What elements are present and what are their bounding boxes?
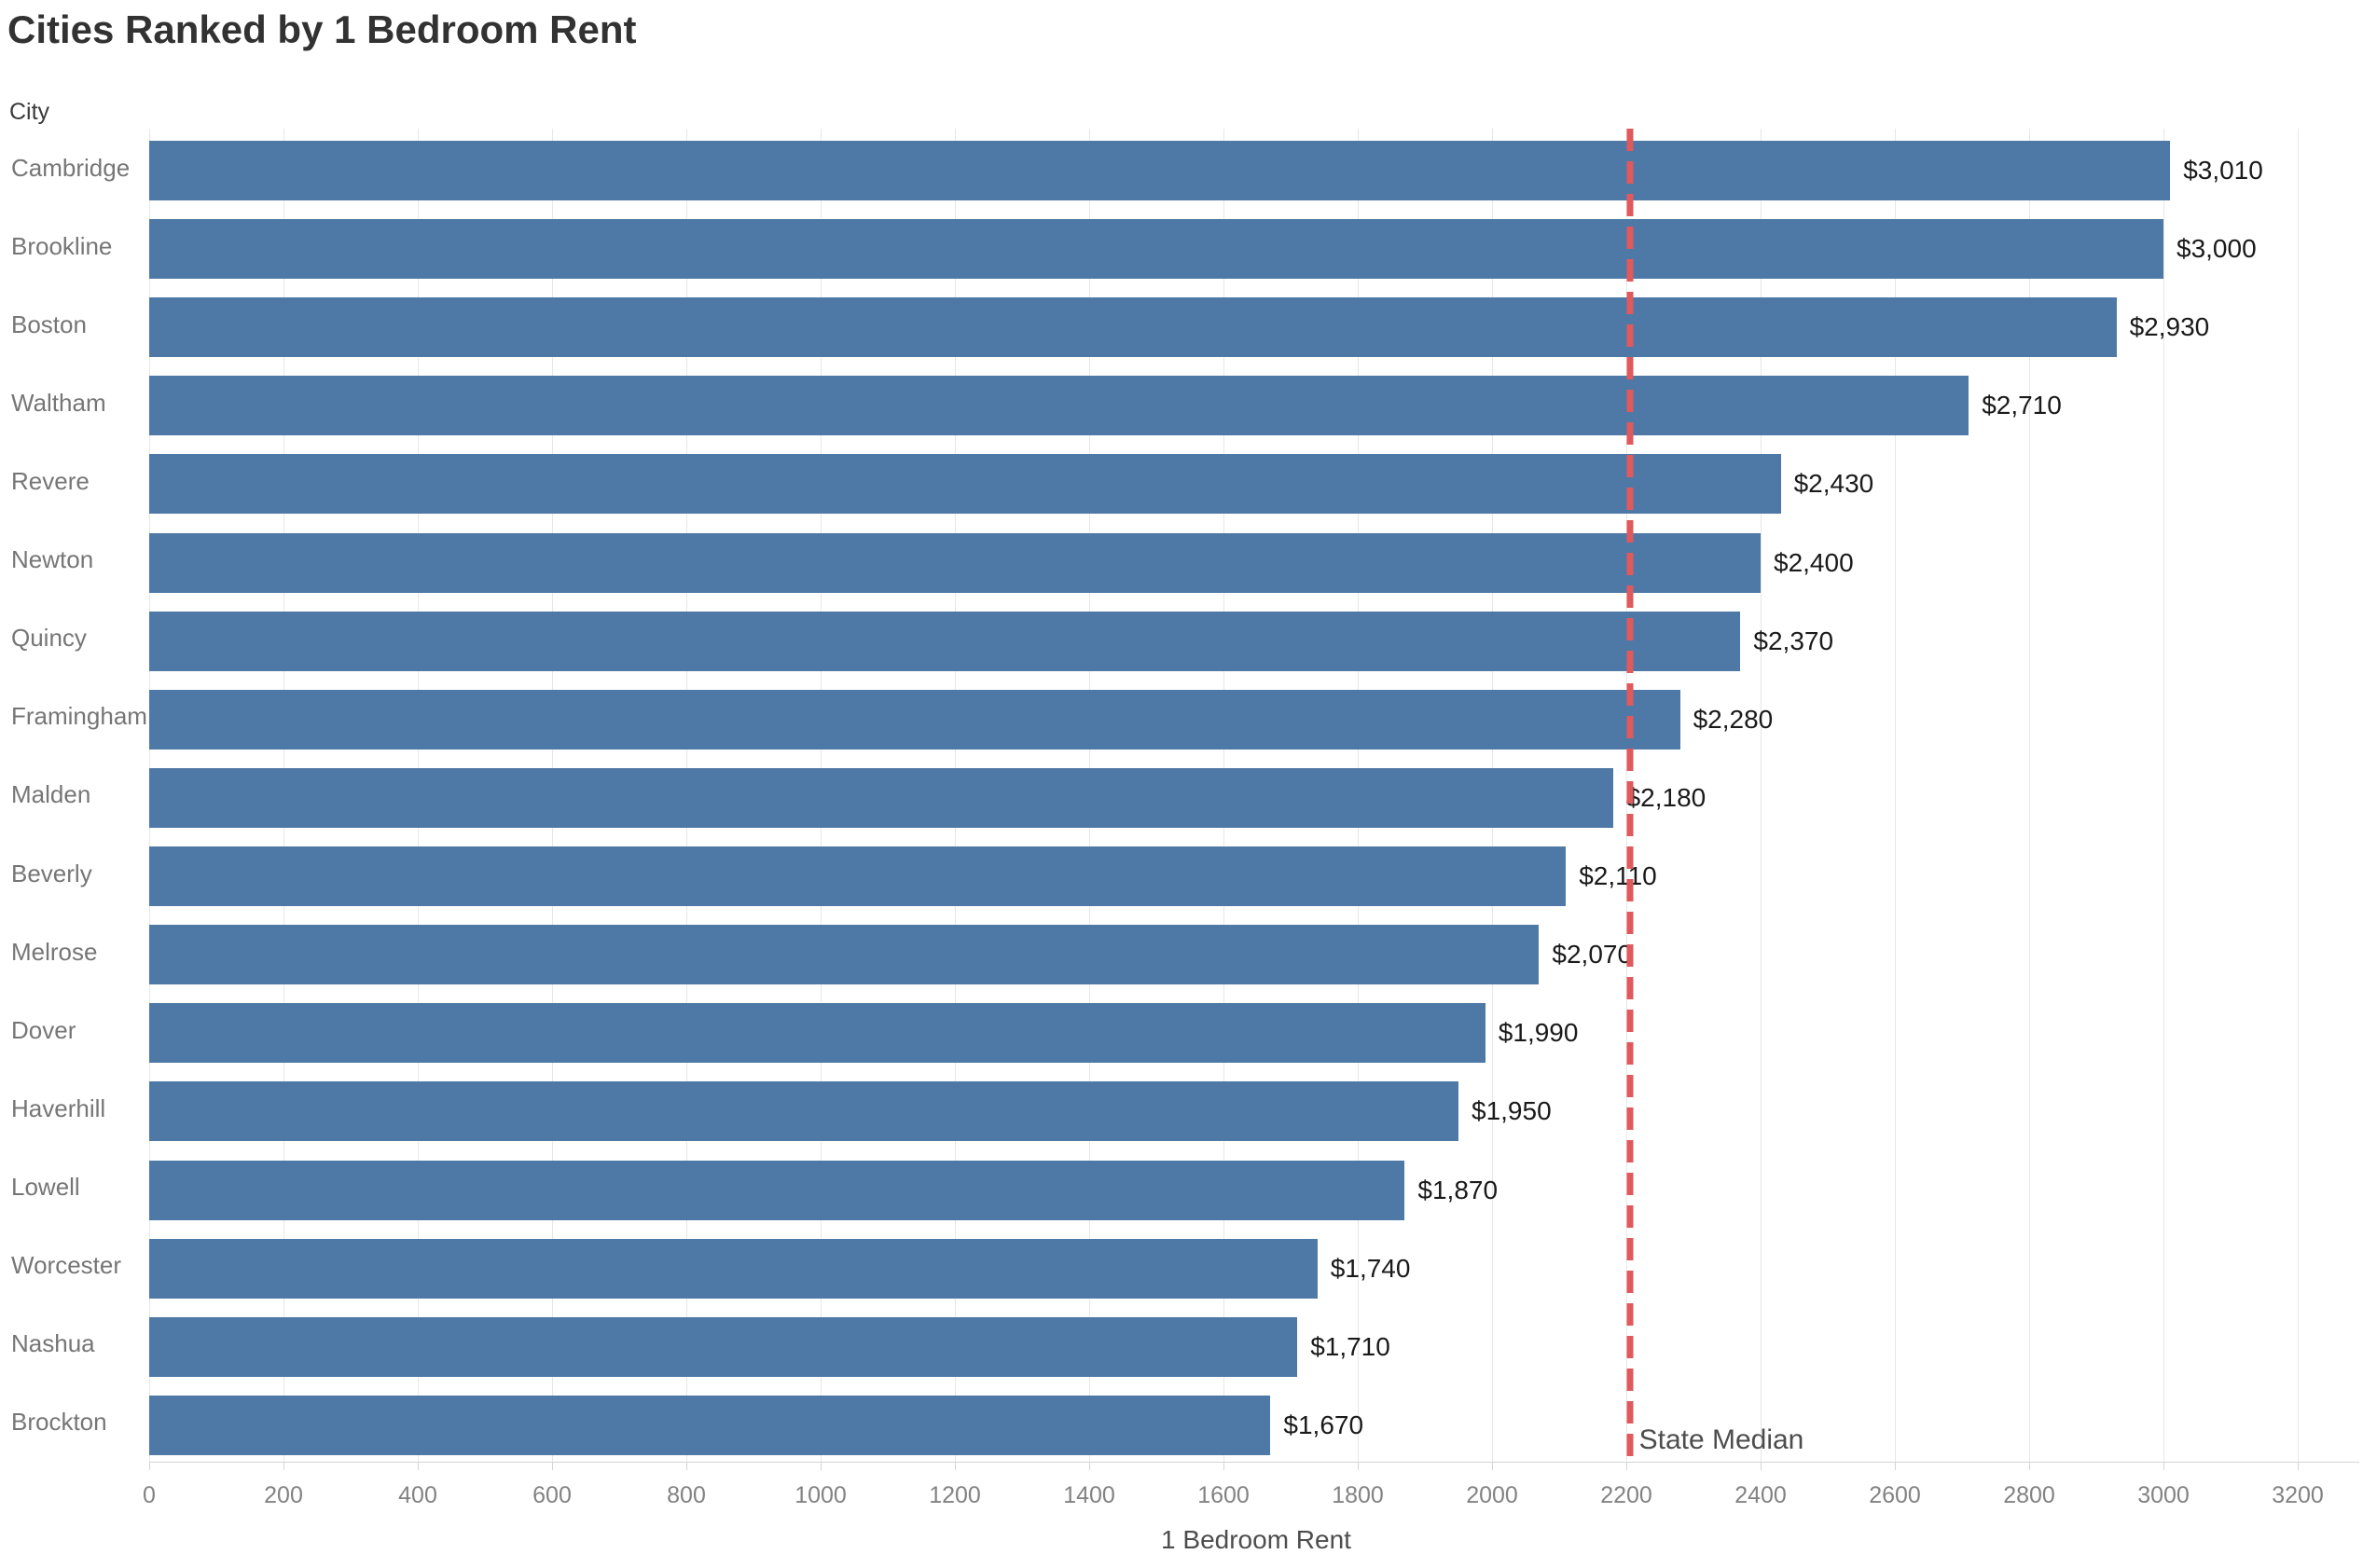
bar-nashua[interactable] [149,1316,1298,1377]
gridline [2298,129,2299,1462]
x-tick-label: 1800 [1332,1482,1384,1508]
city-label-malden: Malden [11,780,91,809]
x-tick-label: 1400 [1063,1482,1115,1508]
city-label-lowell: Lowell [11,1173,80,1202]
value-label: $2,930 [2129,312,2210,342]
bar-malden[interactable] [149,767,1613,828]
x-tick-mark [283,1463,284,1470]
city-label-cambridge: Cambridge [11,153,131,182]
value-label: $1,990 [1498,1018,1579,1048]
x-tick-mark [418,1463,419,1470]
x-tick-mark [1358,1463,1359,1470]
x-tick-label: 3000 [2137,1482,2190,1508]
bar-brookline[interactable] [149,219,2163,280]
city-label-newton: Newton [11,545,94,574]
city-label-quincy: Quincy [11,624,87,653]
x-tick-label: 600 [532,1482,572,1508]
state-median-reference-line [1626,129,1634,1462]
city-label-framingham: Framingham [11,702,147,731]
value-label: $3,010 [2183,156,2263,185]
value-label: $2,430 [1793,469,1874,499]
bar-quincy[interactable] [149,611,1741,671]
x-axis-title: 1 Bedroom Rent [1161,1525,1351,1554]
bar-cambridge[interactable] [149,141,2171,200]
city-label-beverly: Beverly [11,859,92,887]
x-tick-label: 2800 [2003,1482,2055,1508]
bar-waltham[interactable] [149,376,1969,436]
x-tick-mark [552,1463,553,1470]
value-label: $1,740 [1330,1253,1411,1283]
y-axis-title: City [9,99,50,125]
value-label: $2,070 [1552,940,1633,970]
city-label-worcester: Worcester [11,1251,121,1280]
city-label-nashua: Nashua [11,1329,95,1358]
x-tick-mark [955,1463,956,1470]
value-label: $2,180 [1625,782,1707,812]
gridline [2163,129,2164,1462]
city-label-haverhill: Haverhill [11,1093,106,1122]
value-label: $3,000 [2176,234,2257,264]
bar-lowell[interactable] [149,1160,1405,1220]
x-tick-label: 1200 [929,1482,981,1508]
x-tick-mark [821,1463,822,1470]
plot-area: $3,010 $3,000 $2,930 $2,710 $2,430 $2,400 $2,3… [149,129,2299,1462]
x-tick-mark [1761,1463,1762,1470]
gridline [2029,129,2030,1462]
x-tick-mark [2163,1463,2164,1470]
bar-haverhill[interactable] [149,1081,1458,1142]
bar-newton[interactable] [149,532,1761,593]
x-tick-label: 2600 [1869,1482,1921,1508]
bar-framingham[interactable] [149,689,1680,750]
bar-worcester[interactable] [149,1238,1318,1299]
value-label: $1,670 [1283,1410,1364,1439]
x-tick-label: 3200 [2272,1482,2324,1508]
chart-title: Cities Ranked by 1 Bedroom Rent [7,7,637,51]
bar-brockton[interactable] [149,1395,1271,1455]
city-label-dover: Dover [11,1015,76,1044]
x-tick-mark [1089,1463,1090,1470]
value-label: $1,950 [1472,1096,1552,1126]
value-label: $2,280 [1693,704,1774,734]
bar-melrose[interactable] [149,925,1540,985]
x-tick-label: 800 [667,1482,706,1508]
x-tick-mark [1492,1463,1493,1470]
x-tick-label: 400 [398,1482,437,1508]
x-axis-line [149,1462,2359,1463]
y-axis-labels: Cambridge Brookline Boston Waltham Revere New… [11,129,147,1462]
x-tick-mark [686,1463,687,1470]
value-label: $1,870 [1417,1175,1499,1204]
value-label: $2,710 [1982,391,2062,420]
x-tick-mark [1895,1463,1896,1470]
x-tick-mark [1223,1463,1224,1470]
city-label-waltham: Waltham [11,388,106,417]
value-label: $2,110 [1579,861,1657,891]
bar-beverly[interactable] [149,846,1567,907]
bar-boston[interactable] [149,297,2117,358]
x-tick-label: 0 [143,1482,156,1508]
gridline [1895,129,1896,1462]
x-tick-label: 2200 [1600,1482,1652,1508]
x-tick-mark [1626,1463,1627,1470]
x-tick-label: 2000 [1466,1482,1518,1508]
city-label-brockton: Brockton [11,1408,107,1437]
value-label: $1,710 [1310,1331,1390,1361]
gridline [1761,129,1762,1462]
city-label-revere: Revere [11,467,90,496]
bar-dover[interactable] [149,1003,1486,1064]
x-tick-mark [2298,1463,2299,1470]
city-label-melrose: Melrose [11,937,98,966]
x-tick-mark [149,1463,150,1470]
x-tick-mark [2029,1463,2030,1470]
x-tick-label: 200 [264,1482,303,1508]
state-median-label: State Median [1638,1424,1804,1455]
city-label-boston: Boston [11,309,87,338]
bar-revere[interactable] [149,454,1781,515]
value-label: $2,370 [1753,626,1834,655]
x-tick-label: 1600 [1197,1482,1250,1508]
x-axis: 0 200 400 600 800 1000 1200 1400 1600 1800 2000 220… [143,1462,2359,1518]
city-label-brookline: Brookline [11,231,113,260]
x-tick-label: 1000 [795,1482,847,1508]
x-tick-label: 2400 [1734,1482,1787,1508]
value-label: $2,400 [1774,547,1854,577]
